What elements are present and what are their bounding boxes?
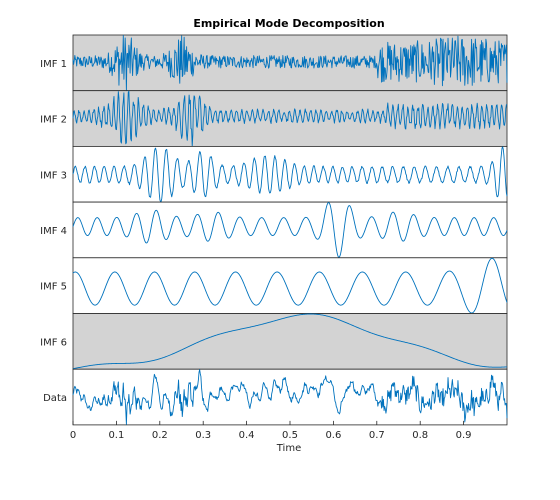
- panel-background: [72, 201, 508, 259]
- series-line: [72, 369, 508, 425]
- panel-imf-3: IMF 3: [40, 145, 508, 203]
- series-line: [72, 90, 508, 147]
- panel-background: [72, 257, 508, 314]
- x-tick-label: 0.6: [325, 430, 341, 441]
- panels-group: IMF 1 IMF 2 IMF 3 IMF 4 IMF 5 IMF 6 Data: [40, 34, 508, 426]
- chart-title: Empirical Mode Decomposition: [193, 17, 384, 30]
- panel-label: IMF 2: [40, 115, 67, 126]
- panel-label: Data: [43, 393, 67, 404]
- panel-label: IMF 1: [40, 59, 67, 70]
- x-tick-label: 0.7: [369, 430, 385, 441]
- panel-data: Data: [43, 368, 508, 426]
- x-tick-label: 0.8: [412, 430, 428, 441]
- x-tick-label: 0.3: [195, 430, 211, 441]
- panel-background: [72, 145, 508, 203]
- x-tick-label: 0: [70, 430, 76, 441]
- panel-imf-2: IMF 2: [40, 90, 508, 147]
- panel-label: IMF 5: [40, 282, 67, 293]
- panel-background: [72, 368, 508, 426]
- x-tick-label: 0.4: [239, 430, 255, 441]
- series-line: [72, 35, 508, 91]
- x-tick-label: 0.2: [152, 430, 168, 441]
- x-axis: 0 0.1 0.2 0.3 0.4 0.5 0.6 0.7 0.8 0.9: [70, 420, 472, 441]
- panel-imf-6: IMF 6: [40, 313, 508, 370]
- x-tick-label: 0.1: [108, 430, 124, 441]
- series-line: [72, 202, 508, 258]
- panel-label: IMF 4: [40, 226, 67, 237]
- panel-label: IMF 6: [40, 337, 67, 348]
- panel-imf-4: IMF 4: [40, 201, 508, 259]
- panel-imf-1: IMF 1: [40, 34, 508, 92]
- x-tick-label: 0.9: [456, 430, 472, 441]
- panel-label: IMF 3: [40, 170, 67, 181]
- series-line: [72, 257, 508, 314]
- panel-background: [72, 313, 508, 370]
- x-axis-label: Time: [276, 443, 301, 454]
- x-tick-label: 0.5: [282, 430, 298, 441]
- panel-imf-5: IMF 5: [40, 257, 508, 314]
- series-line: [72, 313, 508, 370]
- series-line: [72, 146, 508, 203]
